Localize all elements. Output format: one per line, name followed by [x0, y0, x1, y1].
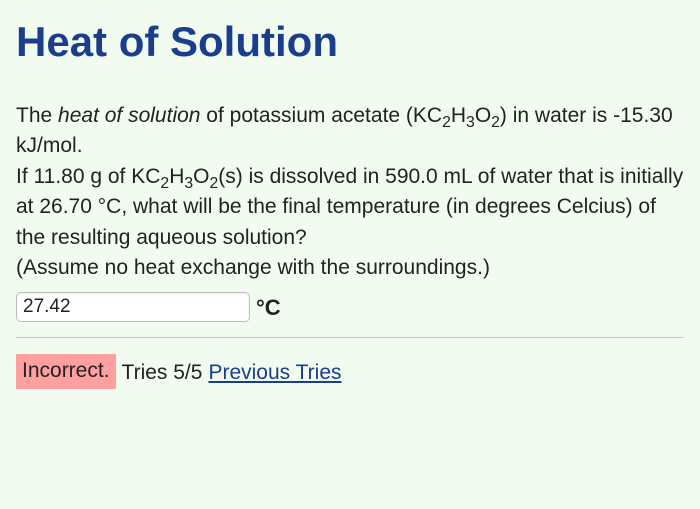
- text-frag: of: [200, 104, 229, 127]
- text-frag: The: [16, 104, 58, 127]
- formula: KC2H3O2: [413, 104, 500, 127]
- text-frag: .: [77, 134, 83, 157]
- previous-tries-link[interactable]: Previous Tries: [208, 358, 341, 388]
- t-unit: °C: [98, 195, 122, 218]
- t-initial: 26.70: [39, 195, 92, 218]
- answer-unit: °C: [256, 292, 281, 324]
- page-title: Heat of Solution: [16, 12, 684, 73]
- divider: [16, 337, 684, 338]
- text-frag: (: [400, 104, 413, 127]
- mass-unit: g: [90, 165, 102, 188]
- text-frag: is dissolved in: [243, 165, 385, 188]
- answer-row: °C: [16, 292, 684, 324]
- compound-name: potassium acetate: [230, 104, 400, 127]
- problem-text: The heat of solution of potassium acetat…: [16, 101, 684, 284]
- feedback-row: Incorrect. Tries 5/5 Previous Tries: [16, 354, 684, 388]
- text-frag: ) in water is: [500, 104, 613, 127]
- volume-unit: mL: [444, 165, 472, 188]
- text-frag: If: [16, 165, 34, 188]
- term-heat-of-solution: heat of solution: [58, 104, 200, 127]
- state: (s): [218, 165, 243, 188]
- volume-value: 590.0: [385, 165, 438, 188]
- tries-label: Tries 5/5: [122, 358, 203, 388]
- answer-input[interactable]: [16, 292, 250, 322]
- assume-line: (Assume no heat exchange with the surrou…: [16, 256, 490, 279]
- text-frag: of: [102, 165, 131, 188]
- formula: KC2H3O2: [131, 165, 218, 188]
- status-badge: Incorrect.: [16, 354, 116, 388]
- mass-value: 11.80: [34, 165, 85, 188]
